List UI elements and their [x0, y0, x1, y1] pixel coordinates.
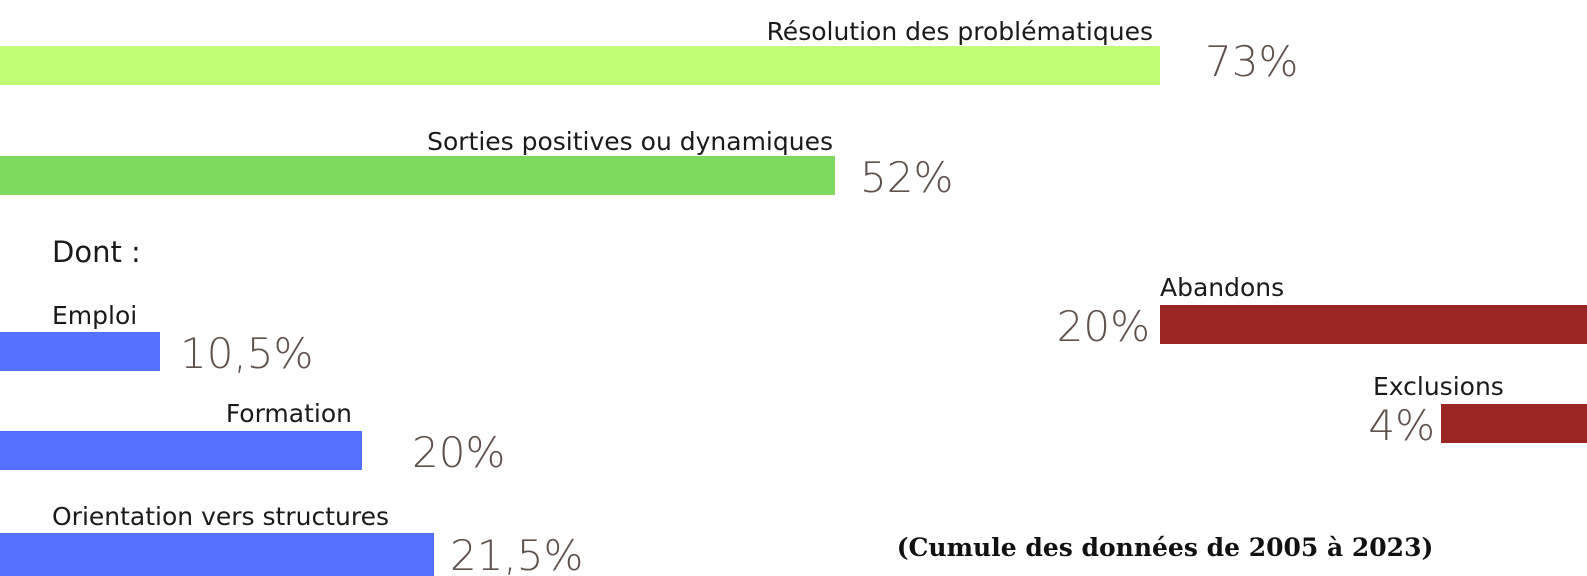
value-label: 20% — [1057, 302, 1150, 351]
bar-label: Emploi — [52, 301, 137, 330]
value-label: 4% — [1368, 401, 1435, 450]
bar-label: Exclusions — [1373, 372, 1504, 401]
bar — [0, 156, 835, 195]
bar — [1160, 305, 1587, 344]
bar — [0, 332, 160, 371]
bar-label: Orientation vers structures — [52, 502, 389, 531]
value-label: 20% — [412, 428, 505, 477]
value-label: 10,5% — [180, 329, 313, 378]
sub-heading: Dont : — [52, 235, 141, 269]
value-label: 73% — [1205, 37, 1298, 86]
value-label: 52% — [860, 153, 953, 202]
bar-label: Formation — [226, 399, 352, 428]
bar-label: Abandons — [1160, 273, 1284, 302]
bar-label: Résolution des problématiques — [767, 17, 1153, 46]
bar — [0, 431, 362, 470]
bar — [1441, 404, 1587, 443]
value-label: 21,5% — [450, 531, 583, 576]
bar — [0, 46, 1160, 85]
bar-label: Sorties positives ou dynamiques — [427, 127, 833, 156]
footnote: (Cumule des données de 2005 à 2023) — [897, 533, 1434, 562]
bar — [0, 533, 434, 576]
